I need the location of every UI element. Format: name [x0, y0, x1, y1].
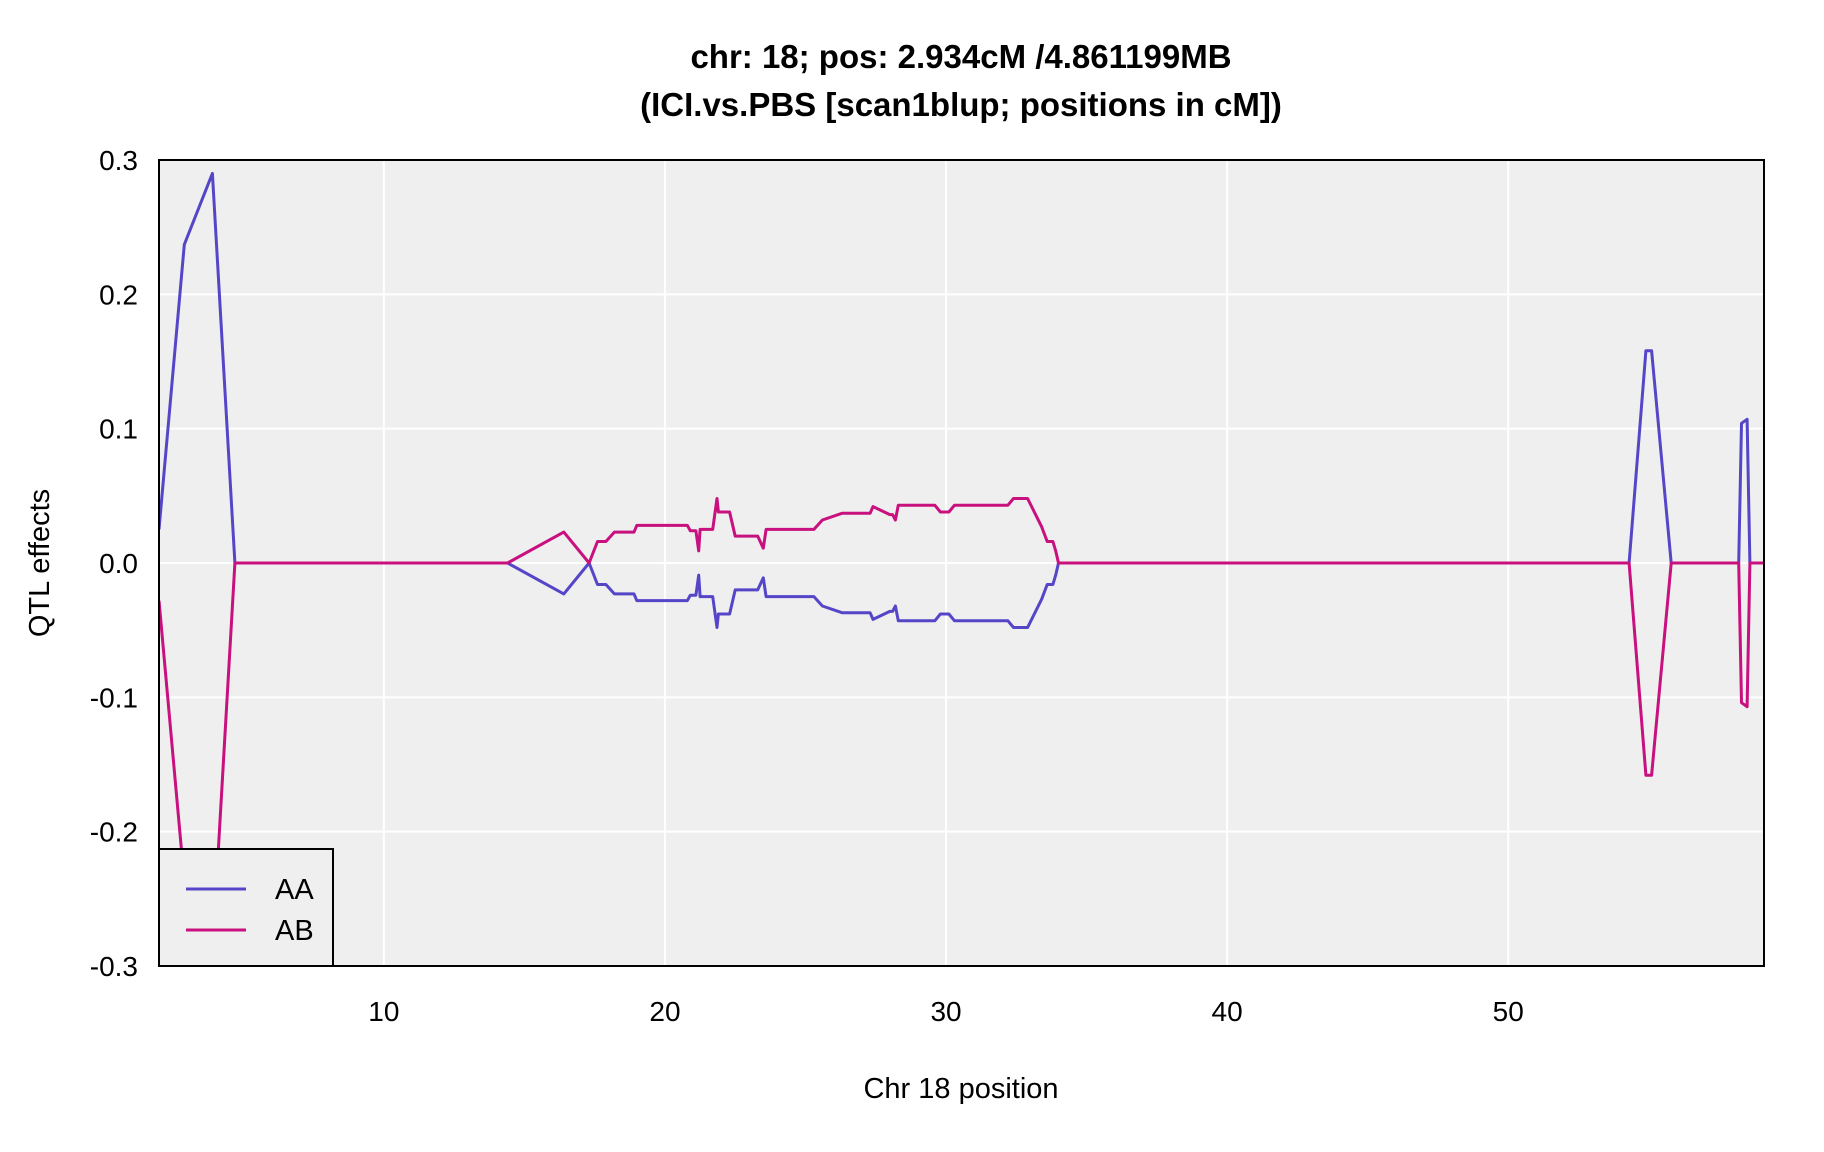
y-tick-label: -0.2 [90, 817, 138, 848]
legend: AA AB [158, 848, 334, 967]
y-tick-label: -0.1 [90, 682, 138, 713]
x-tick-label: 50 [1493, 996, 1524, 1027]
legend-box [158, 848, 334, 967]
plot-frame [158, 159, 1765, 967]
y-tick-label: 0.1 [99, 414, 138, 445]
series-line-ab [159, 497, 1764, 955]
x-axis-label: Chr 18 position [863, 1073, 1058, 1105]
y-tick-label: 0.3 [99, 145, 138, 176]
x-tick-label: 20 [649, 996, 680, 1027]
y-tick-label: 0.0 [99, 548, 138, 579]
legend-label-aa: AA [275, 874, 314, 906]
y-tick-label: -0.3 [90, 951, 138, 982]
legend-label-ab: AB [275, 915, 314, 947]
x-tick-label: 40 [1212, 996, 1243, 1027]
x-tick-label: 30 [930, 996, 961, 1027]
chart-subtitle: (ICI.vs.PBS [scan1blup; positions in cM]… [640, 86, 1282, 123]
chart-title: chr: 18; pos: 2.934cM /4.861199MB [690, 38, 1231, 75]
x-axis-ticks: 10 20 30 40 50 [368, 996, 1523, 1027]
series-lines [159, 171, 1764, 955]
y-axis-ticks: 0.3 0.2 0.1 0.0 -0.1 -0.2 -0.3 [90, 145, 138, 982]
x-tick-label: 10 [368, 996, 399, 1027]
y-axis-label: QTL effects [24, 489, 56, 637]
y-tick-label: 0.2 [99, 279, 138, 310]
